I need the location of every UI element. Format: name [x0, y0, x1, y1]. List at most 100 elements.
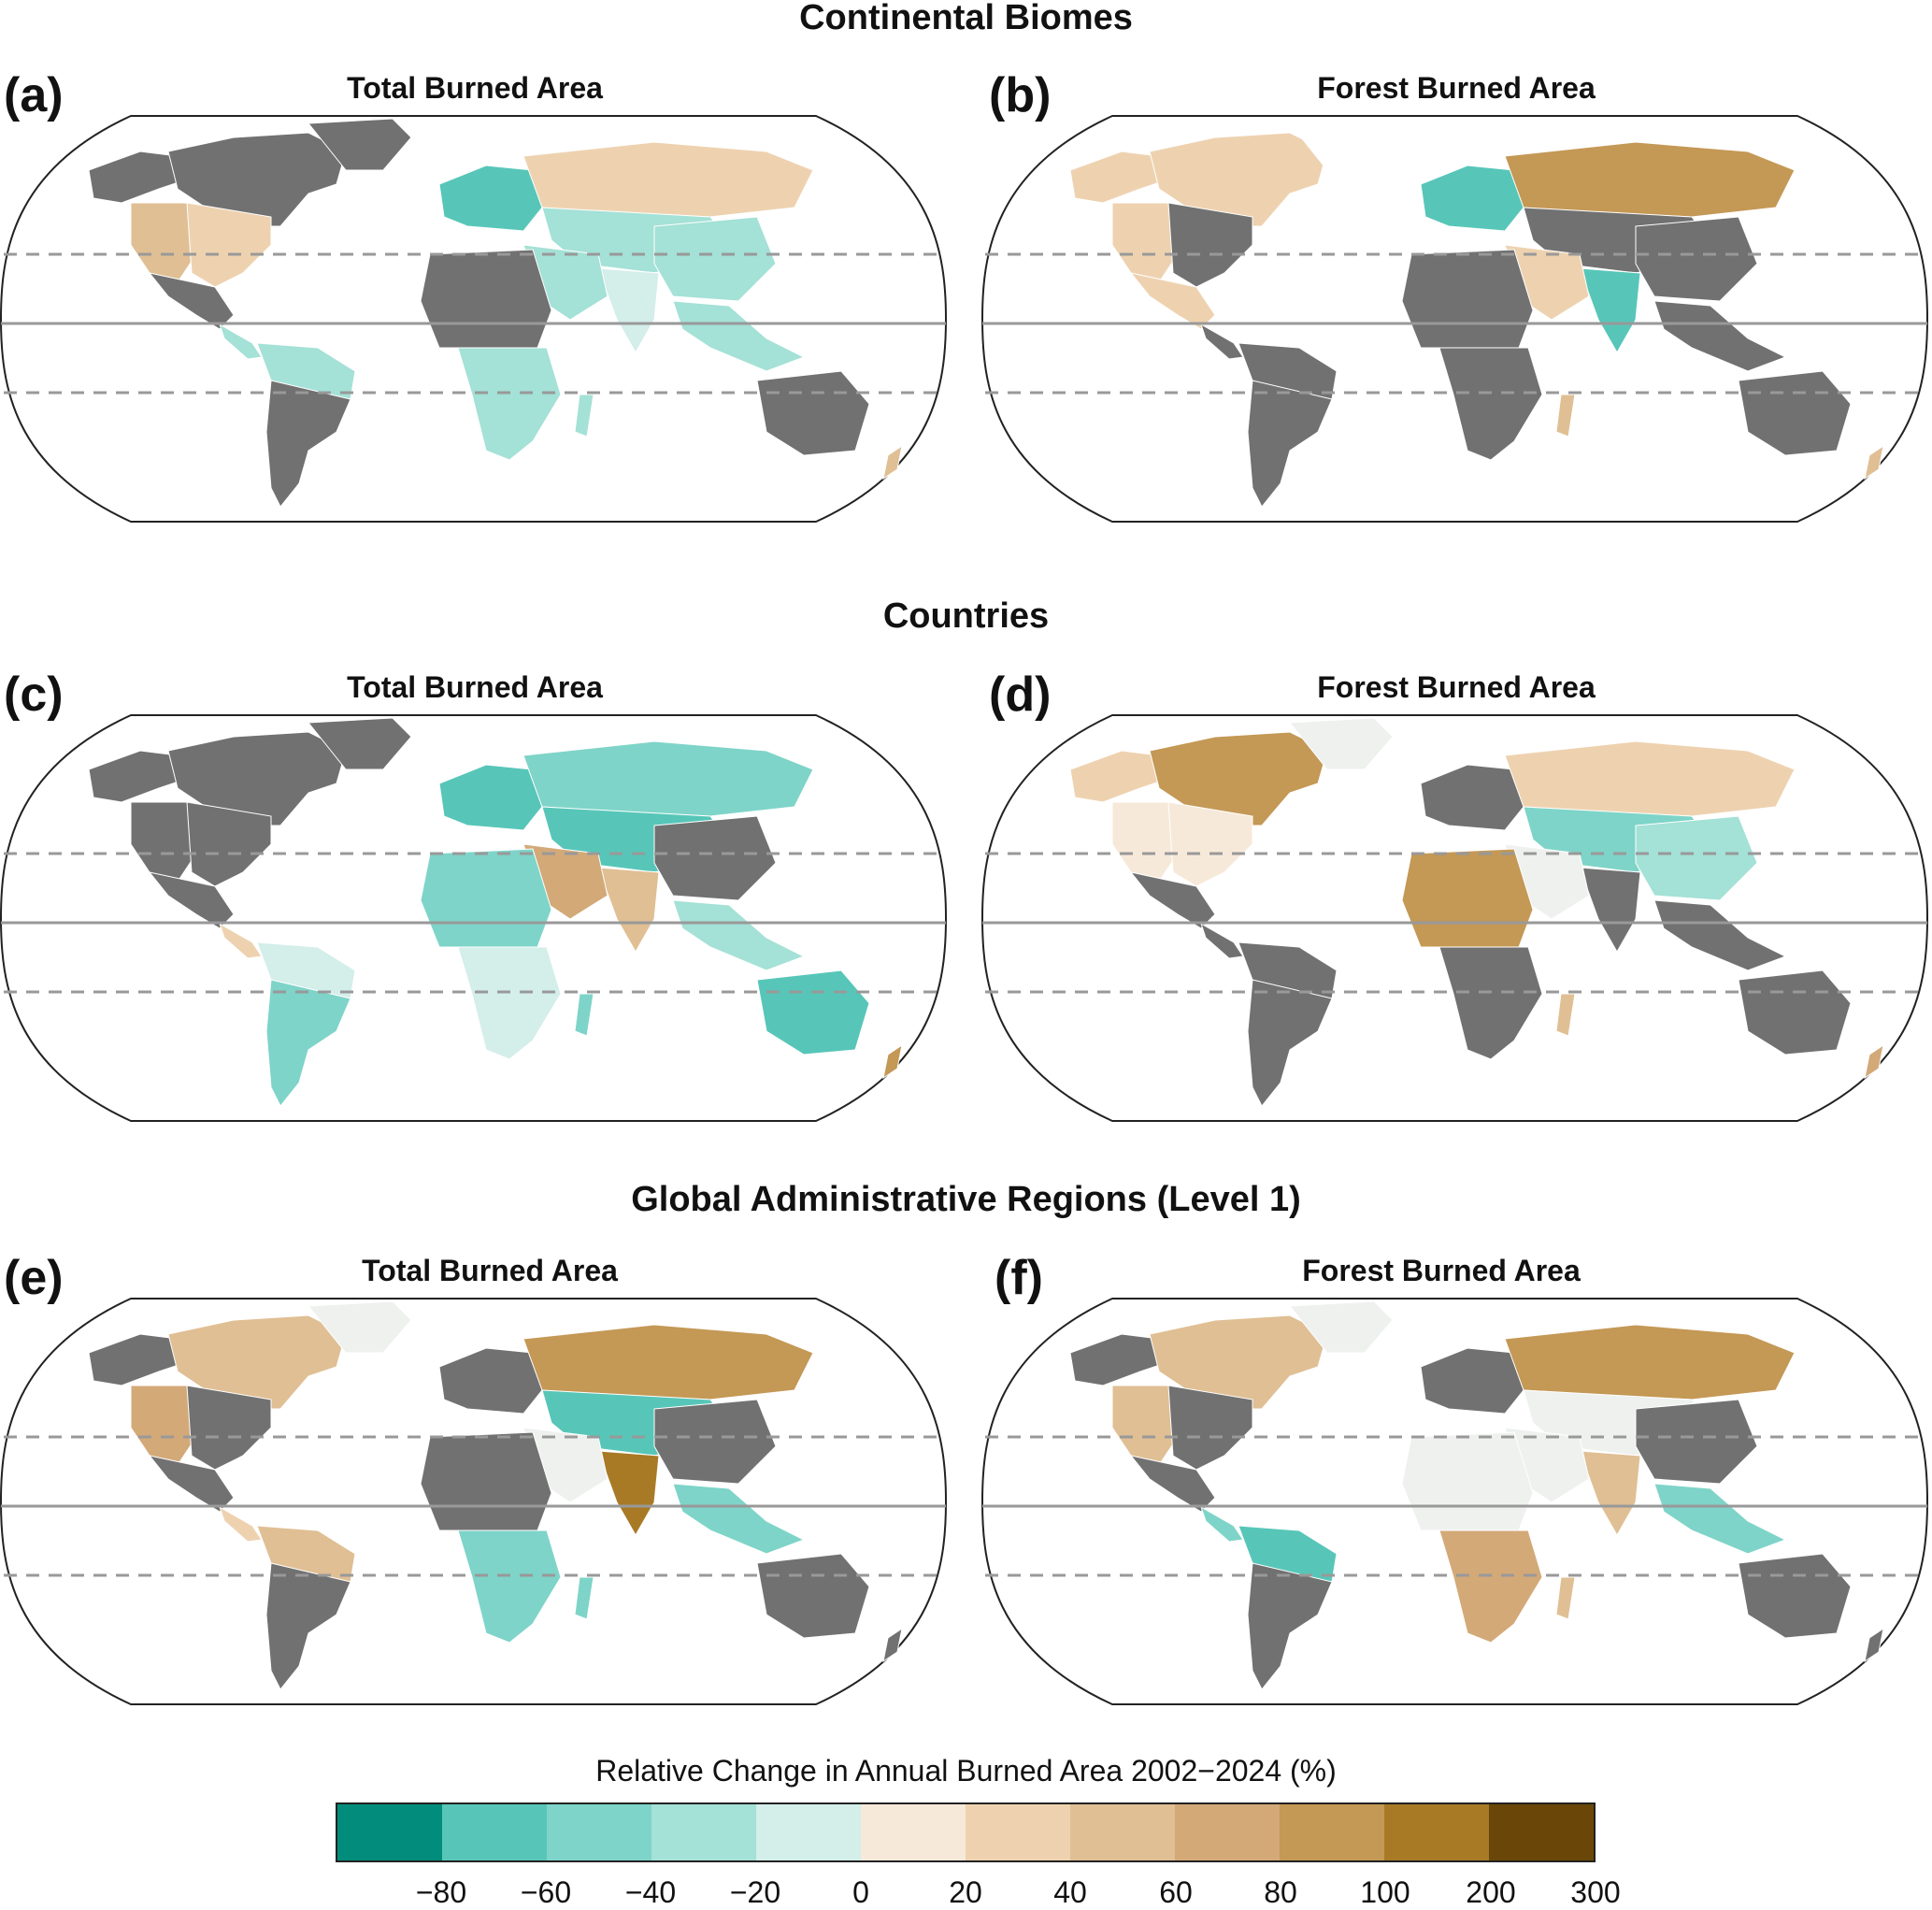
map-panel-c — [0, 714, 947, 1122]
region-africa-n — [420, 848, 552, 948]
section-title-continental-biomes: Continental Biomes — [799, 0, 1133, 37]
region-se-asia — [672, 300, 806, 372]
legend-swatch-3 — [547, 1804, 651, 1860]
region-china — [653, 815, 777, 901]
region-europe-w — [438, 764, 543, 831]
region-se-asia — [1653, 1483, 1787, 1555]
region-russia — [522, 141, 814, 218]
region-china — [653, 1399, 777, 1485]
legend-swatch-4 — [651, 1804, 756, 1860]
region-mexico — [148, 1455, 235, 1513]
legend-swatch-6 — [861, 1804, 966, 1860]
region-canada — [167, 731, 347, 826]
section-title-countries: Countries — [882, 596, 1050, 636]
panel-b-letter: (b) — [989, 68, 1052, 122]
region-madagascar — [574, 394, 594, 438]
region-india — [597, 867, 660, 954]
region-greenland — [308, 118, 412, 171]
region-africa-n — [1401, 249, 1534, 349]
legend-tick: −80 — [415, 1875, 467, 1909]
region-mexico — [1129, 1455, 1216, 1513]
legend-swatch-7 — [966, 1804, 1070, 1860]
legend-swatch-12 — [1489, 1804, 1594, 1860]
region-s-america-s — [1247, 380, 1333, 508]
region-greenland — [308, 717, 412, 770]
region-greenland — [308, 1300, 412, 1354]
region-se-asia — [672, 1483, 806, 1555]
legend-swatch-11 — [1384, 1804, 1489, 1860]
legend-swatch-10 — [1280, 1804, 1384, 1860]
legend-tick: 300 — [1570, 1875, 1621, 1909]
region-canada — [1149, 1314, 1328, 1410]
region-china — [1635, 815, 1758, 901]
region-madagascar — [1555, 993, 1576, 1037]
region-africa-s — [1438, 1529, 1543, 1644]
map-panel-e — [0, 1298, 947, 1705]
legend-tick: 200 — [1466, 1875, 1516, 1909]
region-greenland — [1289, 717, 1394, 770]
region-madagascar — [574, 1576, 594, 1620]
region-europe-w — [1420, 764, 1524, 831]
region-russia — [1504, 740, 1796, 817]
region-africa-n — [1401, 848, 1534, 948]
region-europe-w — [1420, 165, 1524, 232]
region-india — [597, 267, 660, 354]
region-india — [1579, 267, 1641, 354]
legend-tick: −60 — [520, 1875, 572, 1909]
panel-a-title: Total Burned Area — [347, 71, 603, 105]
legend-swatch-1 — [337, 1804, 442, 1860]
panel-e-title: Total Burned Area — [362, 1254, 618, 1287]
region-alaska — [1069, 1333, 1169, 1386]
region-usa-east — [186, 202, 272, 288]
region-canada — [167, 132, 347, 227]
legend-tick: 0 — [852, 1875, 869, 1909]
region-india — [597, 1450, 660, 1537]
region-mexico — [148, 871, 235, 929]
region-s-america-s — [265, 380, 351, 508]
region-madagascar — [1555, 394, 1576, 438]
region-centam — [219, 922, 263, 959]
region-mexico — [1129, 272, 1216, 330]
region-india — [1579, 867, 1641, 954]
section-title-admin-regions: Global Administrative Regions (Level 1) — [631, 1180, 1301, 1219]
region-greenland — [1289, 1300, 1394, 1354]
legend-swatch-8 — [1070, 1804, 1175, 1860]
region-s-america-s — [265, 979, 351, 1107]
region-mexico — [148, 272, 235, 330]
panel-a-letter: (a) — [4, 68, 64, 122]
region-usa-east — [186, 801, 272, 887]
region-s-america-s — [265, 1562, 351, 1690]
region-africa-n — [1401, 1431, 1534, 1531]
region-usa-east — [1167, 801, 1253, 887]
region-se-asia — [672, 899, 806, 971]
panel-c-title: Total Burned Area — [347, 670, 603, 704]
legend-tick: −20 — [729, 1875, 781, 1909]
region-se-asia — [1653, 300, 1787, 372]
region-russia — [1504, 1324, 1796, 1400]
region-nz — [882, 1627, 903, 1663]
region-africa-s — [457, 946, 562, 1060]
region-africa-s — [457, 347, 562, 461]
legend-tick: 40 — [1053, 1875, 1087, 1909]
region-canada — [167, 1314, 347, 1410]
region-europe-w — [438, 165, 543, 232]
region-europe-w — [438, 1347, 543, 1415]
region-africa-s — [1438, 347, 1543, 461]
panel-f-title: Forest Burned Area — [1302, 1254, 1581, 1287]
region-madagascar — [1555, 1576, 1576, 1620]
region-centam — [1200, 922, 1244, 959]
map-panel-a — [0, 115, 947, 523]
region-alaska — [88, 151, 188, 204]
region-china — [1635, 1399, 1758, 1485]
region-russia — [1504, 141, 1796, 218]
region-nz — [882, 1043, 903, 1080]
region-se-asia — [1653, 899, 1787, 971]
region-nz — [1864, 444, 1884, 481]
region-africa-n — [420, 249, 552, 349]
region-india — [1579, 1450, 1641, 1537]
legend-tick: 80 — [1264, 1875, 1297, 1909]
region-africa-n — [420, 1431, 552, 1531]
legend-tick: 100 — [1360, 1875, 1410, 1909]
region-china — [653, 216, 777, 302]
legend-colorbar — [336, 1802, 1596, 1862]
